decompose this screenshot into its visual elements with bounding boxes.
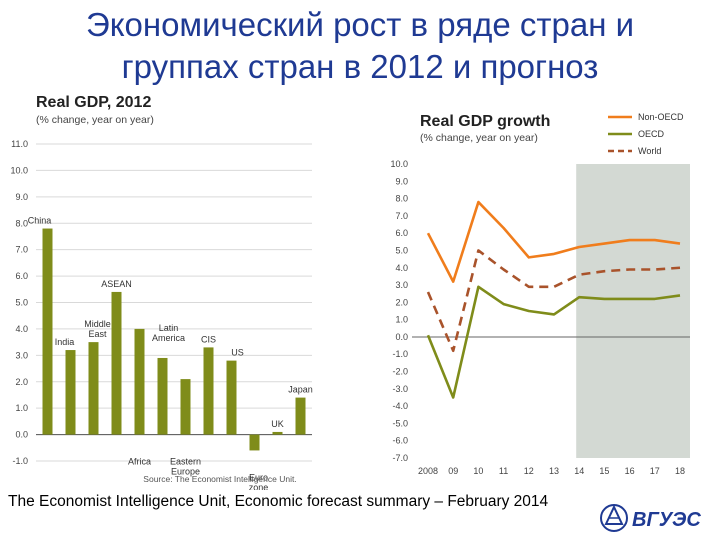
bar-category-label: Eastern <box>170 457 201 467</box>
bar-category-label: America <box>152 333 185 343</box>
line-y-tick-label: 10.0 <box>390 159 408 169</box>
source-footer: The Economist Intelligence Unit, Economi… <box>8 493 549 510</box>
line-chart: 10.0 9.0 8.0 7.0 6.0 5.0 4.0 3.0 2.0 1.0 0.0 -1.0 -2… <box>390 112 690 476</box>
forecast-shading <box>576 164 690 458</box>
series-non-oecd-line <box>426 200 681 283</box>
line-x-tick-label: 15 <box>599 466 609 476</box>
bar-middle-east <box>88 342 99 435</box>
slide-title-line1: Экономический рост в ряде стран и <box>85 6 635 43</box>
bar-category-label: US <box>231 348 244 358</box>
bar-category-label: Japan <box>288 385 313 395</box>
bar-y-tick-label: 6.0 <box>15 271 28 281</box>
line-x-tick-label: 17 <box>650 466 660 476</box>
bar-chart-subtitle: (% change, year on year) <box>36 114 154 126</box>
line-chart-title: Real GDP growth <box>420 113 551 130</box>
bar-y-tick-label: 9.0 <box>15 192 28 202</box>
line-y-tick-label: 4.0 <box>395 263 408 273</box>
bar-eastern-europe <box>180 379 191 435</box>
line-x-tick-label: 16 <box>625 466 635 476</box>
line-x-tick-label: 18 <box>675 466 685 476</box>
bar-uk <box>272 431 283 435</box>
bar-y-tick-label: 3.0 <box>15 350 28 360</box>
bar-y-tick-label: 8.0 <box>15 218 28 228</box>
bar-asean <box>111 291 122 435</box>
line-x-tick-label: 14 <box>574 466 584 476</box>
line-y-tick-label: 6.0 <box>395 228 408 238</box>
line-y-tick-label: -3.0 <box>392 384 408 394</box>
line-x-tick-label: 2008 <box>418 466 438 476</box>
bar-category-label: Africa <box>128 457 151 467</box>
line-y-tick-label: -7.0 <box>392 453 408 463</box>
bar-euro-zone <box>249 434 260 451</box>
line-y-tick-label: 2.0 <box>395 297 408 307</box>
bar-africa <box>134 328 145 435</box>
logo-emblem-icon <box>600 504 628 532</box>
line-x-tick-label: 13 <box>549 466 559 476</box>
university-logo: ВГУЭС <box>600 504 701 532</box>
line-y-tick-label: 7.0 <box>395 211 408 221</box>
line-y-tick-label: 8.0 <box>395 194 408 204</box>
bar-japan <box>295 397 306 435</box>
line-y-tick-label: -2.0 <box>392 367 408 377</box>
legend-label-oecd: OECD <box>638 129 665 139</box>
line-y-tick-label: -5.0 <box>392 418 408 428</box>
line-y-tick-label: -1.0 <box>392 349 408 359</box>
series-oecd-line <box>426 285 681 399</box>
bar-india <box>65 350 76 435</box>
line-x-tick-label: 12 <box>524 466 534 476</box>
legend-label-world: World <box>638 146 661 156</box>
bar-category-label: India <box>55 337 75 347</box>
logo-text: ВГУЭС <box>632 509 701 531</box>
bar-y-tick-label: 2.0 <box>15 377 28 387</box>
bar-category-label: Euro <box>249 472 268 482</box>
bar-y-tick-label: 10.0 <box>10 165 28 175</box>
line-y-tick-label: -6.0 <box>392 436 408 446</box>
line-y-tick-label: 3.0 <box>395 280 408 290</box>
bar-category-label: zone <box>249 482 269 490</box>
line-chart-subtitle: (% change, year on year) <box>420 132 538 144</box>
bar-latin-america <box>157 357 168 435</box>
bar-category-label: Europe <box>171 467 200 477</box>
line-y-tick-label: -4.0 <box>392 401 408 411</box>
line-y-tick-label: 1.0 <box>395 315 408 325</box>
line-y-tick-label: 5.0 <box>395 245 408 255</box>
bar-chart-title: Real GDP, 2012 <box>36 94 152 111</box>
bar-source-note: Source: The Economist Intelligence Unit. <box>143 474 296 484</box>
bar-y-tick-label: 0.0 <box>15 430 28 440</box>
bar-china <box>42 228 53 435</box>
bar-us <box>226 360 237 435</box>
bar-y-tick-label: 7.0 <box>15 245 28 255</box>
bar-category-label: UK <box>271 419 284 429</box>
bar-y-tick-label: -1.0 <box>12 456 28 466</box>
slide-title-line2: группах стран в 2012 и прогноз <box>121 48 599 85</box>
bar-cis <box>203 347 214 435</box>
bar-category-label: ASEAN <box>101 279 132 289</box>
line-y-tick-label: 0.0 <box>395 332 408 342</box>
bar-category-label: Middle <box>84 319 111 329</box>
bar-category-label: China <box>28 216 52 226</box>
line-x-tick-label: 09 <box>448 466 458 476</box>
line-y-tick-label: 9.0 <box>395 176 408 186</box>
slide-title: Экономический рост в ряде стран и группа… <box>0 4 720 88</box>
bar-chart: 11.0 10.0 9.0 8.0 7.0 6.0 5.0 4.0 3.0 2.0 1.0 0.0 -1… <box>10 139 313 490</box>
bar-category-label: East <box>88 329 107 339</box>
bar-y-tick-label: 4.0 <box>15 324 28 334</box>
bar-y-tick-label: 1.0 <box>15 403 28 413</box>
bar-category-label: Latin <box>159 323 179 333</box>
legend-label-non-oecd: Non-OECD <box>638 112 684 122</box>
line-x-tick-label: 10 <box>473 466 483 476</box>
bar-y-tick-label: 11.0 <box>11 139 28 149</box>
bar-y-tick-label: 5.0 <box>15 298 28 308</box>
bar-category-label: CIS <box>201 334 216 344</box>
line-x-tick-label: 11 <box>499 466 508 476</box>
